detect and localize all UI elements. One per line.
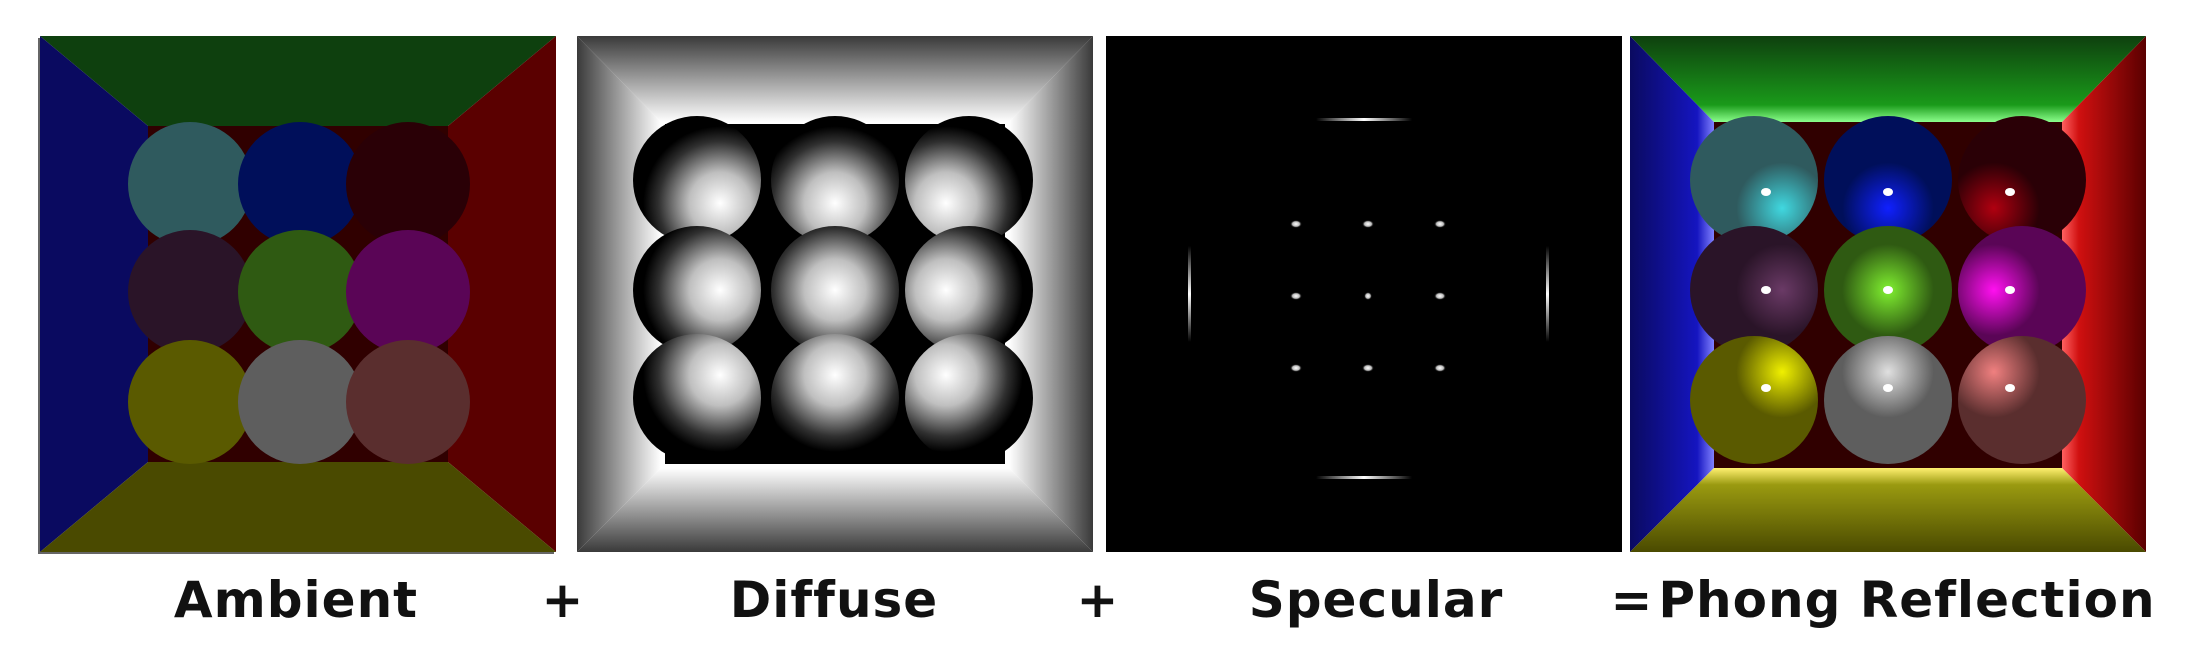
- phong-highlight: [1883, 188, 1893, 196]
- diffuse-sphere-grid: [633, 116, 1033, 462]
- phong-sphere: [1824, 116, 1952, 244]
- diffuse-sphere: [633, 334, 761, 462]
- sphere-grid: [128, 122, 470, 464]
- phong-render: [1630, 36, 2146, 552]
- specular-right-line: [1546, 246, 1549, 342]
- specular-highlight: [1290, 364, 1302, 372]
- specular-left-line: [1188, 246, 1191, 342]
- phong-highlight: [1883, 384, 1893, 392]
- specular-highlight: [1362, 364, 1374, 372]
- phong-panel: [1630, 36, 2146, 552]
- phong-highlight: [1883, 286, 1893, 294]
- phong-sphere: [1824, 336, 1952, 464]
- phong-highlight: [1761, 188, 1771, 196]
- ambient-sphere: [128, 122, 252, 246]
- diffuse-sphere: [771, 226, 899, 354]
- diffuse-panel: [577, 36, 1093, 552]
- phong-sphere: [1690, 336, 1818, 464]
- diffuse-sphere: [905, 226, 1033, 354]
- ambient-render: [40, 36, 556, 552]
- phong-sphere: [1690, 226, 1818, 354]
- ambient-sphere: [128, 340, 252, 464]
- diffuse-sphere: [905, 334, 1033, 462]
- right-wall: [448, 36, 556, 552]
- specular-highlight: [1290, 220, 1302, 228]
- phong-floor: [1630, 468, 2146, 552]
- diffuse-label: Diffuse: [729, 571, 939, 629]
- specular-background: [1106, 36, 1622, 552]
- diffuse-sphere: [771, 334, 899, 462]
- phong-ceiling: [1630, 36, 2146, 122]
- ceiling: [40, 36, 556, 126]
- left-wall: [40, 36, 148, 552]
- specular-render: [1106, 36, 1622, 552]
- specular-floor-line: [1316, 476, 1412, 479]
- ambient-sphere: [346, 122, 470, 246]
- phong-highlight: [1761, 384, 1771, 392]
- phong-highlight: [1761, 286, 1771, 294]
- ambient-sphere: [238, 230, 362, 354]
- plus-sign-1: +: [541, 571, 585, 629]
- phong-sphere: [1958, 336, 2086, 464]
- ambient-sphere: [238, 340, 362, 464]
- phong-sphere: [1958, 226, 2086, 354]
- specular-highlights: [1290, 220, 1446, 372]
- phong-highlight: [2005, 286, 2015, 294]
- phong-highlight: [2005, 188, 2015, 196]
- equals-sign: =: [1610, 571, 1654, 629]
- phong-sphere-grid: [1690, 116, 2086, 464]
- phong-sphere: [1958, 116, 2086, 244]
- specular-highlight: [1434, 220, 1446, 228]
- specular-highlight: [1434, 292, 1446, 300]
- diffuse-render: [577, 36, 1093, 552]
- phong-highlight: [2005, 384, 2015, 392]
- specular-highlight: [1364, 292, 1372, 300]
- diffuse-ceiling: [577, 36, 1093, 122]
- diffuse-sphere: [633, 226, 761, 354]
- diffuse-sphere: [633, 116, 761, 244]
- plus-sign-2: +: [1076, 571, 1120, 629]
- diffuse-sphere: [905, 116, 1033, 244]
- phong-sphere: [1690, 116, 1818, 244]
- ambient-sphere: [238, 122, 362, 246]
- ambient-sphere: [128, 230, 252, 354]
- specular-panel: [1106, 36, 1622, 552]
- specular-label: Specular: [1248, 571, 1504, 629]
- specular-ceiling-line: [1316, 118, 1412, 121]
- floor: [40, 462, 556, 552]
- ambient-label: Ambient: [173, 571, 419, 629]
- diffuse-floor: [577, 468, 1093, 552]
- specular-highlight: [1290, 292, 1302, 300]
- diffuse-sphere: [771, 116, 899, 244]
- ambient-panel: [40, 36, 556, 552]
- ambient-sphere: [346, 340, 470, 464]
- specular-highlight: [1362, 220, 1374, 228]
- ambient-sphere: [346, 230, 470, 354]
- specular-highlight: [1434, 364, 1446, 372]
- phong-reflection-label: Phong Reflection: [1658, 571, 2156, 629]
